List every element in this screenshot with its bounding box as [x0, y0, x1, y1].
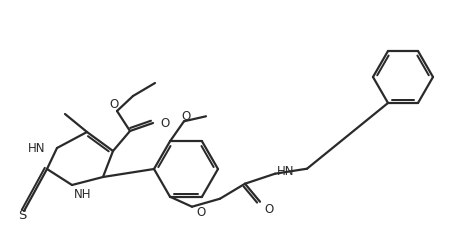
Text: O: O: [109, 98, 119, 111]
Text: HN: HN: [27, 142, 45, 155]
Text: O: O: [160, 117, 169, 130]
Text: NH: NH: [74, 188, 92, 201]
Text: O: O: [264, 202, 273, 215]
Text: HN: HN: [277, 164, 294, 177]
Text: O: O: [181, 109, 191, 122]
Text: O: O: [196, 206, 205, 218]
Text: S: S: [18, 209, 27, 222]
